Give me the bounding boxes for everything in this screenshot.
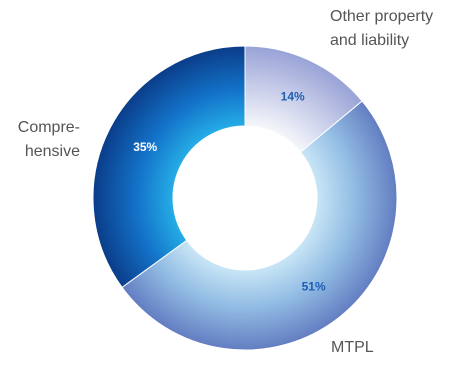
slice-label-other-property: Other property and liability	[330, 8, 434, 49]
slice-label-mtpl: MTPL	[331, 339, 374, 356]
slice-mtpl	[121, 100, 398, 351]
slice-label-comprehensive: Compre- hensive	[17, 119, 80, 160]
value-labels: 14% 51% 35%	[133, 90, 326, 294]
value-label-comprehensive: 35%	[133, 140, 157, 154]
donut-slices	[92, 45, 398, 351]
value-label-mtpl: 51%	[302, 279, 326, 293]
slice-other-property	[244, 45, 363, 153]
slice-comprehensive	[92, 45, 246, 289]
value-label-other-property: 14%	[281, 90, 305, 104]
